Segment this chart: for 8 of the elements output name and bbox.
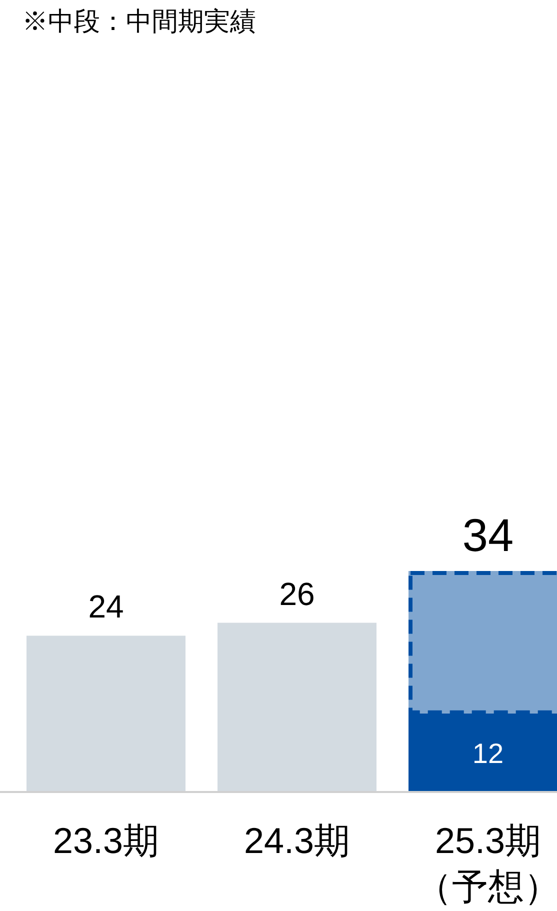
- data-label: 24: [88, 588, 124, 625]
- data-label: 26: [279, 576, 315, 612]
- text: ※中段：中間期実績: [22, 6, 256, 36]
- x-tick-label: 24.3期: [244, 820, 350, 861]
- data-label: 12: [472, 738, 504, 770]
- x-tick-label: 25.3期（予想）: [416, 820, 557, 907]
- total-label: 34: [462, 509, 514, 561]
- x-tick-label: 23.3期: [52, 820, 160, 861]
